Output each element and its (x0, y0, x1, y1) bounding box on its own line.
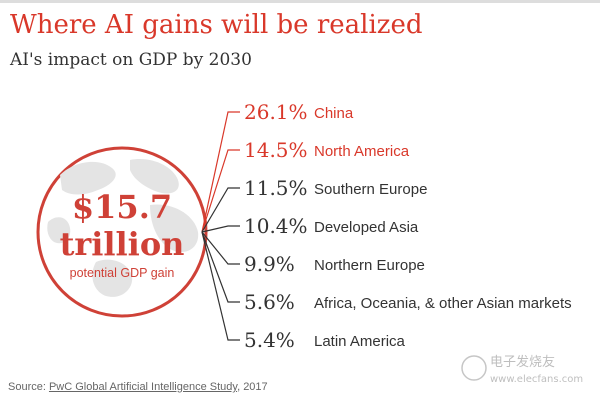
leader-line (201, 231, 240, 303)
total-amount: $15.7 (72, 188, 172, 226)
top-rule (0, 0, 600, 3)
region-label: Southern Europe (314, 181, 427, 198)
region-value: 14.5% (244, 138, 308, 162)
globe-continents-icon (47, 159, 199, 297)
region-label: Northern Europe (314, 257, 425, 274)
source-link[interactable]: PwC Global Artificial Intelligence Study (48, 381, 238, 393)
region-label: North America (314, 143, 410, 160)
total-unit: trillion (60, 225, 185, 263)
chart-title: Where AI gains will be realized (10, 10, 423, 40)
region-label: China (314, 105, 354, 122)
region-rows: 26.1% China 14.5% North America 11.5% Souther… (244, 100, 572, 352)
watermark-title: 电子发烧友 (490, 354, 555, 370)
region-label: Africa, Oceania, & other Asian markets (314, 295, 572, 312)
region-label: Developed Asia (314, 219, 419, 236)
watermark-logo-icon (461, 355, 487, 381)
region-value: 26.1% (244, 100, 308, 124)
leader-line (201, 231, 240, 265)
leader-lines (201, 111, 240, 341)
region-value: 10.4% (244, 214, 308, 238)
globe: $15.7 trillion potential GDP gain (36, 146, 208, 318)
leader-line (201, 231, 240, 341)
leader-line (201, 111, 240, 233)
total-caption: potential GDP gain (70, 266, 175, 280)
leader-line (201, 149, 240, 233)
leader-line (201, 225, 240, 233)
watermark-url: www.elecfans.com (490, 374, 583, 385)
source-suffix: , 2017 (237, 381, 268, 393)
region-label: Latin America (314, 333, 406, 350)
region-value: 5.4% (244, 328, 295, 352)
chart-subtitle: AI's impact on GDP by 2030 (10, 50, 252, 70)
watermark: 电子发烧友 www.elecfans.com (461, 354, 583, 385)
source-prefix: Source: (8, 381, 49, 393)
region-value: 11.5% (244, 176, 308, 200)
region-value: 5.6% (244, 290, 295, 314)
leader-line (201, 187, 240, 233)
region-value: 9.9% (244, 252, 295, 276)
source-note: Source: PwC Global Artificial Intelligen… (8, 381, 268, 393)
